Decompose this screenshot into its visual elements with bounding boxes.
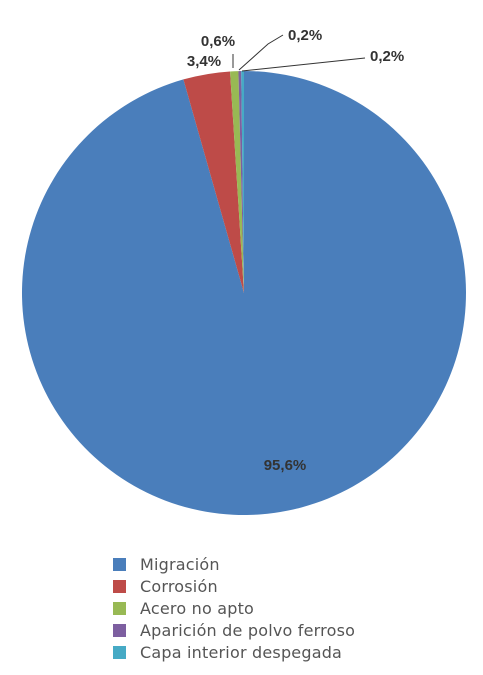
pie-slice-capa-interior — [241, 71, 244, 293]
legend-swatch-acero-no-apto — [113, 601, 126, 615]
legend-swatch-corrosion — [113, 579, 126, 593]
legend-item-acero-no-apto: Acero no apto — [113, 597, 355, 619]
legend-label-acero-no-apto: Acero no apto — [140, 598, 255, 618]
legend-swatch-polvo-ferroso — [113, 623, 126, 637]
data-label-migracion: 95,6% — [264, 457, 307, 474]
data-label-acero-no-apto: 0,6% — [201, 33, 235, 50]
pie-slice-migracion — [21, 71, 466, 515]
legend-label-migracion: Migración — [140, 554, 220, 574]
legend-label-corrosion: Corrosión — [140, 576, 218, 596]
leader-line-polvo-ferroso — [238, 34, 284, 71]
legend-swatch-migracion — [113, 557, 126, 571]
legend-swatch-capa-interior — [113, 645, 126, 659]
data-label-polvo-ferroso: 0,2% — [288, 27, 322, 44]
pie-slice-acero-no-apto — [230, 71, 244, 293]
legend-item-capa-interior: Capa interior despegada — [113, 641, 355, 663]
pie-slice-corrosion — [183, 71, 244, 293]
pie-slice-polvo-ferroso — [238, 71, 244, 294]
pie-chart: 95,6% 3,4% 0,6% 0,2% 0,2% — [21, 27, 466, 515]
legend-item-migracion: Migración — [113, 553, 355, 575]
data-label-capa-interior: 0,2% — [370, 48, 404, 65]
data-label-corrosion: 3,4% — [187, 53, 221, 70]
legend-label-polvo-ferroso: Aparición de polvo ferroso — [140, 620, 356, 640]
legend: Migración Corrosión Acero no apto Aparic… — [113, 553, 355, 663]
legend-label-capa-interior: Capa interior despegada — [140, 642, 343, 662]
legend-item-corrosion: Corrosión — [113, 575, 355, 597]
leader-line-capa-interior — [241, 57, 366, 72]
legend-item-polvo-ferroso: Aparición de polvo ferroso — [113, 619, 355, 641]
